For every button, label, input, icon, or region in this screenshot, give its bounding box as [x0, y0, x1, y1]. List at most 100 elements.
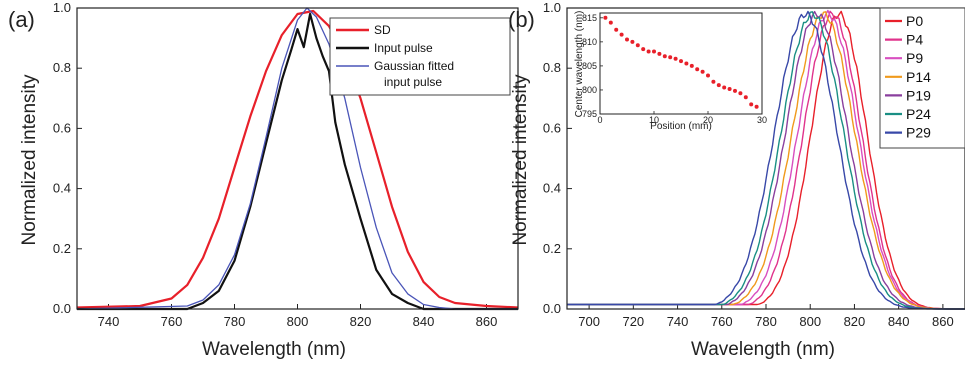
legend-label-p24: P24	[906, 106, 931, 122]
legend-box-b	[879, 7, 965, 149]
x-tick-labels-b: 700 720 740 760 780 800 820 840 860	[578, 314, 953, 329]
y-tick-label-a: 0.8	[53, 60, 71, 75]
x-tick-label-b: 720	[622, 314, 644, 329]
x-tick-label-b: 780	[755, 314, 777, 329]
y-tick-labels-a: 0.0 0.2 0.4 0.6 0.8 1.0	[53, 0, 71, 316]
y-tick-label-a: 0.6	[53, 120, 71, 135]
inset-data-point	[646, 49, 651, 54]
series-line-p29	[567, 10, 965, 310]
inset-data-point	[716, 83, 721, 88]
inset-data-point	[614, 27, 619, 32]
legend-b: P0 P4 P9 P14 P19 P24 P29	[879, 7, 965, 149]
y-tick-label-a: 0.0	[53, 301, 71, 316]
inset-data-point	[711, 79, 716, 84]
inset-data-point	[689, 63, 694, 68]
series-line-gaussian-fitted-input-pulse	[76, 7, 518, 310]
chart-panel-a: (a) Normalized intensity Wavelength (nm)…	[8, 0, 519, 360]
inset-data-point	[754, 104, 759, 109]
x-axis-label-a: Wavelength (nm)	[202, 339, 346, 360]
inset-y-tick-label: 815	[582, 13, 597, 23]
y-tick-label-b: 0.8	[543, 60, 561, 75]
x-tick-label-b: 800	[799, 314, 821, 329]
inset-data-point	[641, 47, 646, 52]
legend-label-p29: P29	[906, 125, 931, 141]
y-tick-label-b: 0.4	[543, 181, 561, 196]
y-tick-label-a: 1.0	[53, 0, 71, 15]
inset-data-point	[668, 55, 673, 60]
x-tick-labels-a: 740 760 780 800 820 840 860	[98, 314, 498, 329]
plot-frame-a	[76, 7, 519, 310]
inset-y-tick-label: 800	[582, 85, 597, 95]
inset-data-point	[743, 95, 748, 100]
inset-data-point	[608, 20, 613, 25]
inset-data-point	[749, 102, 754, 107]
inset-data-point	[625, 37, 629, 42]
y-axis-label-a: Normalized intensity	[19, 74, 40, 246]
x-tick-label-b: 820	[844, 314, 866, 329]
x-tick-label-a: 820	[350, 314, 372, 329]
chart-panel-b: (b) Normalized intensity Wavelength (nm)…	[508, 0, 965, 360]
legend-label-input-pulse: Input pulse	[374, 41, 433, 55]
y-tick-label-a: 0.2	[53, 241, 71, 256]
series-line-input-pulse	[77, 12, 518, 311]
x-tick-label-a: 780	[224, 314, 246, 329]
legend-a: SD Input pulse Gaussian fitted input pul…	[329, 17, 511, 96]
inset-y-tick-label: 805	[582, 61, 597, 71]
inset-y-tick-label: 810	[582, 37, 597, 47]
y-tick-label-a: 0.4	[53, 181, 71, 196]
inset-chart: 0 10 20 30 795 800 805 810 815 Position (mm) Cen…	[574, 11, 767, 132]
inset-data-point	[635, 43, 640, 48]
inset-x-tick-label: 10	[649, 115, 659, 125]
inset-y-axis-label: Center wavelength (nm)	[574, 11, 585, 118]
inset-data-point	[738, 91, 743, 96]
series-a	[76, 7, 519, 311]
x-tick-label-a: 840	[413, 314, 435, 329]
x-tick-label-b: 740	[667, 314, 689, 329]
inset-background	[600, 13, 762, 114]
inset-frame	[599, 12, 763, 115]
inset-points	[603, 15, 759, 109]
x-tick-label-a: 800	[287, 314, 309, 329]
legend-label-p9: P9	[906, 50, 923, 66]
inset-data-point	[727, 87, 732, 91]
x-tick-label-b: 840	[888, 314, 910, 329]
series-b	[567, 9, 965, 310]
y-tick-label-b: 1.0	[543, 0, 561, 15]
legend-label-gaussian-2: input pulse	[384, 75, 442, 89]
legend-label-p0: P0	[906, 13, 923, 29]
legend-label-p14: P14	[906, 69, 931, 85]
inset-data-point	[652, 49, 656, 54]
y-tick-label-b: 0.6	[543, 120, 561, 135]
legend-label-p19: P19	[906, 87, 931, 103]
y-tick-labels-b: 0.0 0.2 0.4 0.6 0.8 1.0	[543, 0, 561, 316]
inset-data-point	[619, 32, 624, 37]
inset-data-point	[700, 69, 705, 74]
x-tick-label-a: 760	[161, 314, 183, 329]
inset-data-point	[706, 73, 710, 78]
x-tick-label-a: 740	[98, 314, 120, 329]
legend-label-sd: SD	[374, 23, 391, 37]
inset-tick-labels: 0 10 20 30 795 800 805 810 815	[582, 13, 767, 125]
plot-frame-b	[566, 7, 965, 310]
legend-label-p4: P4	[906, 32, 923, 48]
y-tick-label-b: 0.2	[543, 241, 561, 256]
legend-label-gaussian-1: Gaussian fitted	[374, 59, 454, 73]
panel-label-b: (b)	[508, 7, 535, 32]
inset-y-tick-label: 795	[582, 109, 597, 119]
inset-data-point	[603, 15, 608, 20]
inset-data-point	[679, 59, 683, 64]
x-tick-label-b: 760	[711, 314, 733, 329]
inset-data-point	[630, 39, 635, 44]
inset-x-tick-label: 30	[757, 115, 767, 125]
inset-data-point	[657, 51, 662, 56]
series-line-sd	[76, 9, 519, 309]
x-axis-label-b: Wavelength (nm)	[691, 339, 835, 360]
inset-data-point	[684, 61, 689, 66]
x-tick-label-a: 860	[476, 314, 498, 329]
inset-x-tick-label: 20	[703, 115, 713, 125]
inset-x-tick-label: 0	[597, 115, 602, 125]
inset-data-point	[662, 54, 667, 59]
panel-label-a: (a)	[8, 7, 35, 32]
inset-data-point	[673, 56, 678, 61]
